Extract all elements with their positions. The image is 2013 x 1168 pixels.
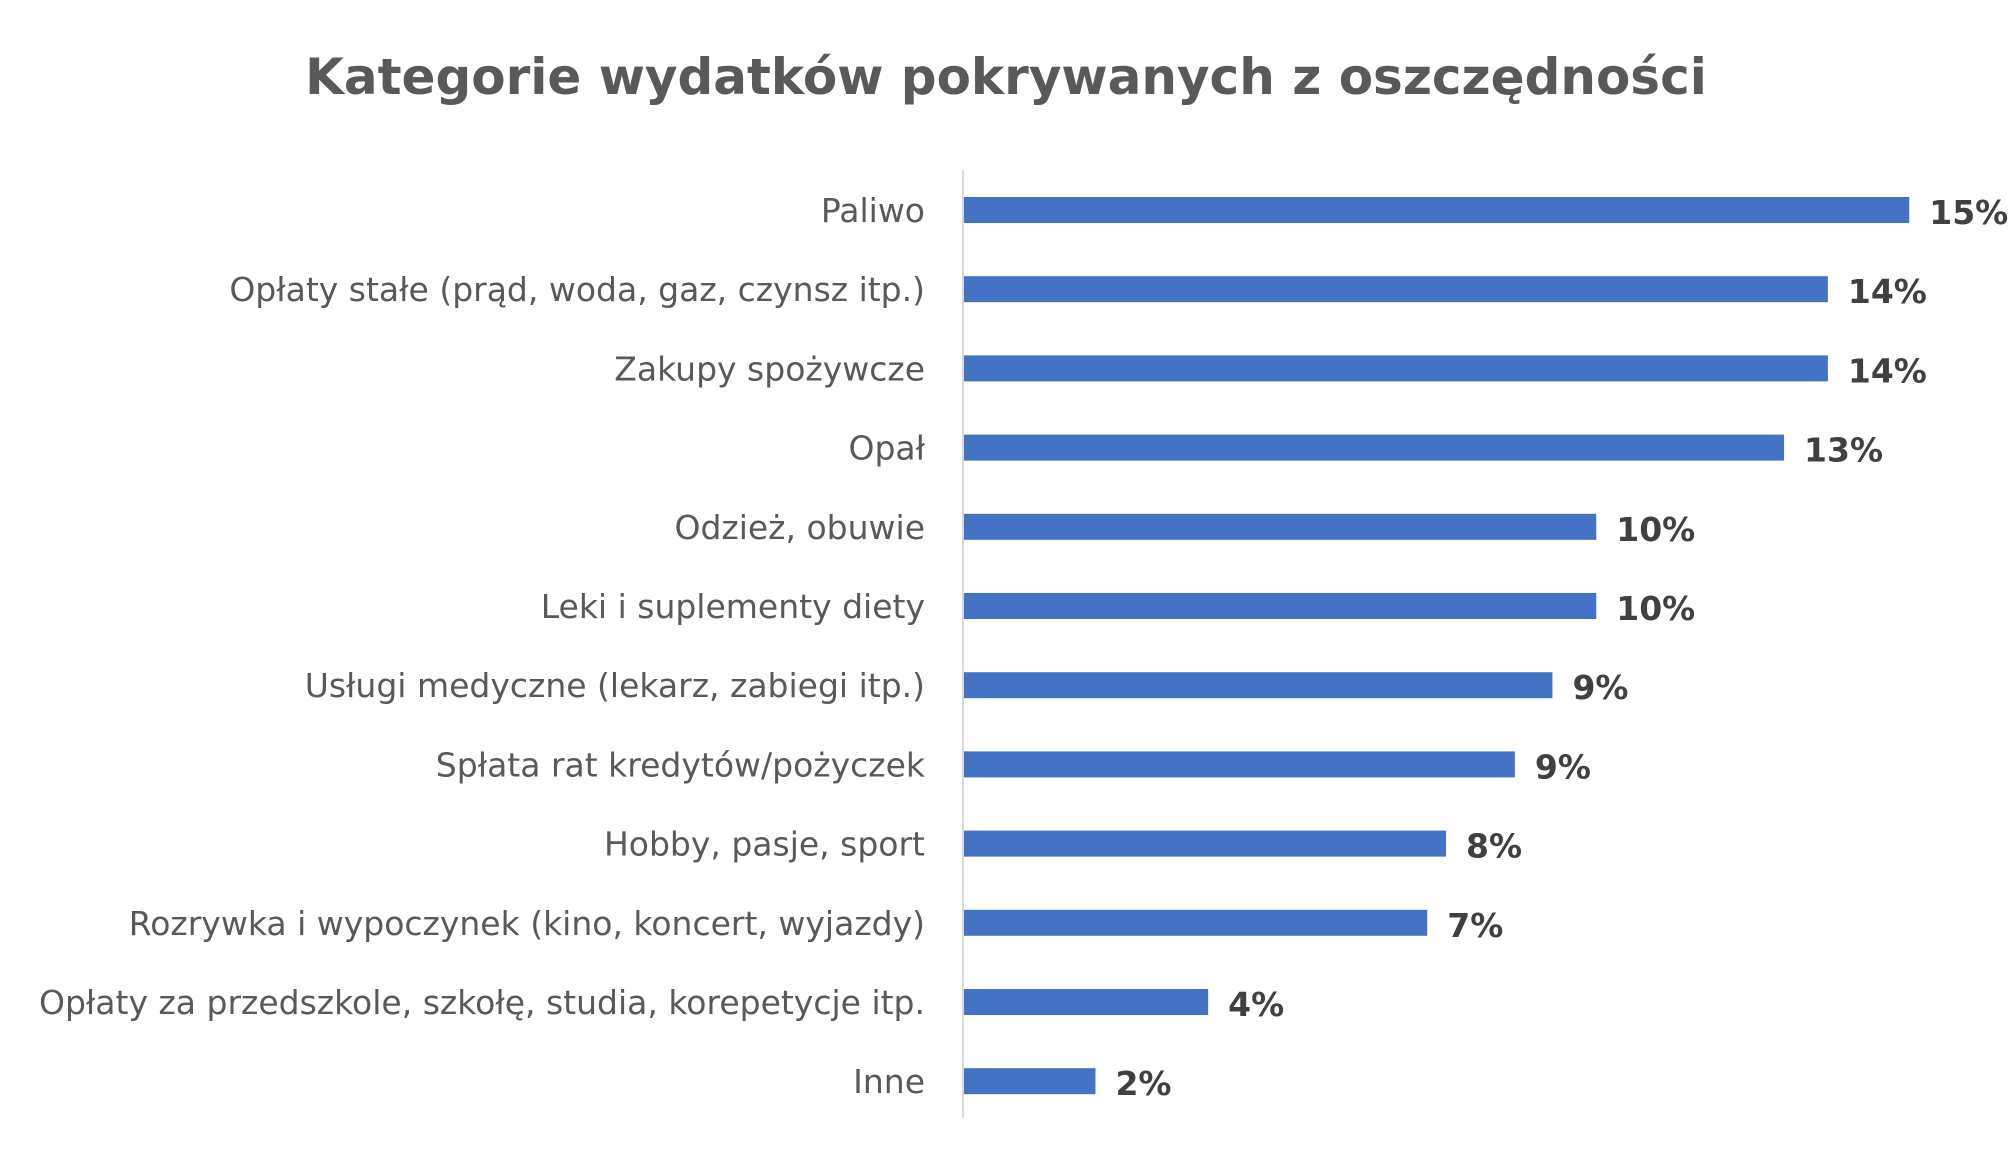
data-label: 9% bbox=[1535, 747, 1591, 786]
bar bbox=[964, 830, 1447, 857]
category-label: Leki i suplementy diety bbox=[541, 587, 925, 626]
category-labels-layer: Paliwo Opłaty stałe (prąd, woda, gaz, czy… bbox=[39, 191, 926, 1101]
bar bbox=[964, 751, 1515, 778]
category-label: Opłaty za przedszkole, szkołę, studia, k… bbox=[39, 983, 925, 1022]
data-label: 14% bbox=[1848, 351, 1927, 390]
category-label: Paliwo bbox=[821, 191, 925, 230]
bar bbox=[964, 355, 1828, 382]
category-label: Usługi medyczne (lekarz, zabiegi itp.) bbox=[305, 666, 925, 705]
category-label: Hobby, pasje, sport bbox=[604, 825, 925, 864]
data-label: 10% bbox=[1616, 589, 1695, 628]
category-label: Rozrywka i wypoczynek (kino, koncert, wy… bbox=[129, 904, 925, 943]
category-label: Inne bbox=[853, 1062, 925, 1101]
bars-layer bbox=[964, 197, 1910, 1095]
category-label: Odzież, obuwie bbox=[674, 508, 925, 547]
category-label: Spłata rat kredytów/pożyczek bbox=[436, 745, 926, 784]
bar bbox=[964, 909, 1428, 936]
category-label: Opał bbox=[848, 429, 925, 468]
data-label: 2% bbox=[1115, 1064, 1171, 1103]
data-label: 14% bbox=[1848, 272, 1927, 311]
chart-title: Kategorie wydatków pokrywanych z oszczęd… bbox=[305, 48, 1707, 106]
bar bbox=[964, 1068, 1096, 1095]
category-label: Opłaty stałe (prąd, woda, gaz, czynsz it… bbox=[229, 270, 925, 309]
data-label: 9% bbox=[1572, 668, 1628, 707]
bar bbox=[964, 593, 1597, 619]
value-labels-layer: 15% 14% 14% 13% 10% 10% 9% 9% 8% 7% 4% 2% bbox=[1115, 193, 2008, 1103]
data-label: 13% bbox=[1804, 431, 1883, 470]
bar bbox=[964, 434, 1785, 461]
data-label: 4% bbox=[1228, 985, 1284, 1024]
bar bbox=[964, 276, 1828, 303]
category-label: Zakupy spożywcze bbox=[614, 349, 925, 388]
bar bbox=[964, 197, 1910, 223]
data-label: 15% bbox=[1929, 193, 2008, 232]
bar bbox=[964, 513, 1597, 540]
data-label: 8% bbox=[1466, 827, 1522, 866]
bar bbox=[964, 672, 1553, 699]
data-label: 7% bbox=[1447, 906, 1503, 945]
bar bbox=[964, 989, 1209, 1015]
data-label: 10% bbox=[1616, 510, 1695, 549]
